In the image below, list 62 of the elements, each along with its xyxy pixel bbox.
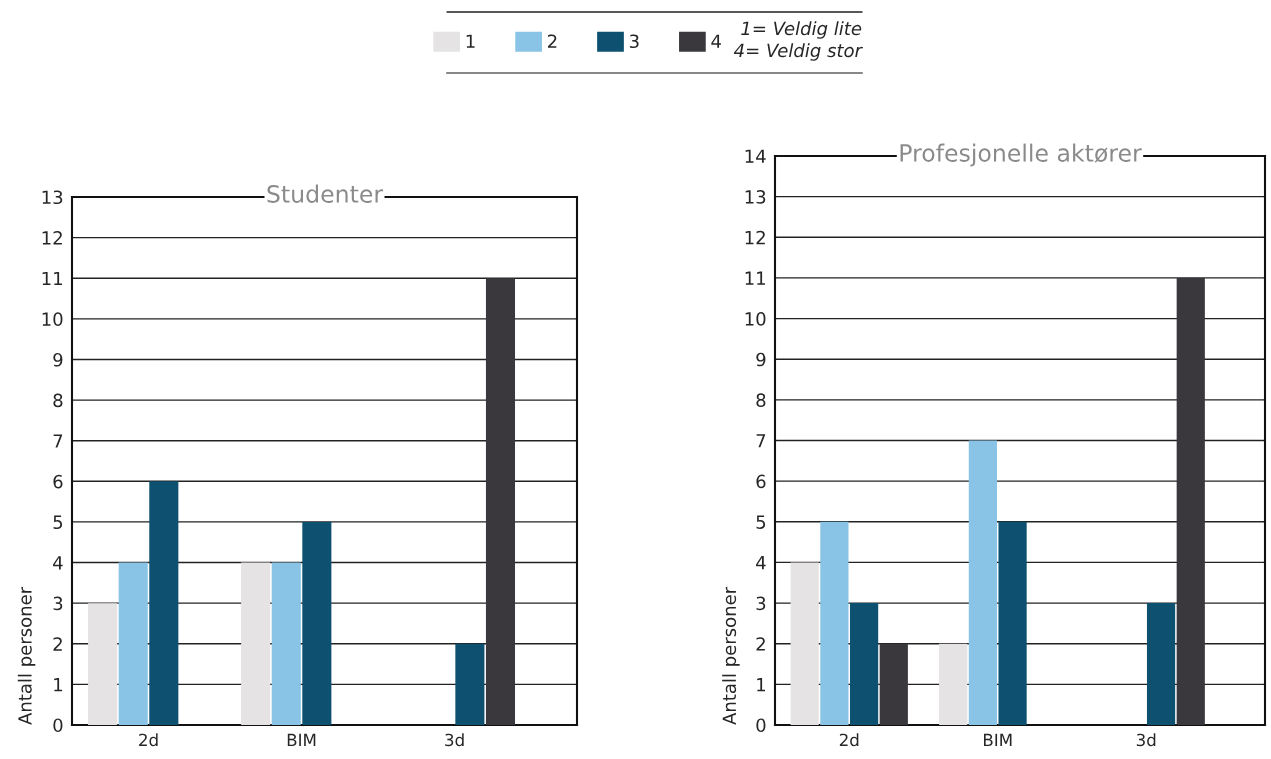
y-tick-label: 2 <box>53 637 62 651</box>
bar <box>1146 603 1176 725</box>
y-tick-label: 5 <box>756 515 766 529</box>
bar <box>88 603 118 725</box>
bar <box>879 643 908 725</box>
y-tick-label: 3 <box>756 596 766 611</box>
y-tick-label: 0 <box>756 718 766 733</box>
bar <box>790 562 819 725</box>
bar <box>271 562 301 725</box>
x-tick-label: 2d <box>139 733 158 747</box>
legend-label: 3 <box>629 34 639 49</box>
text: 4= Veldig stor <box>733 43 863 61</box>
x-tick-label: BIM <box>984 733 1012 746</box>
bar <box>1176 277 1205 725</box>
chart-title: Profesjonelle aktører <box>900 143 1142 167</box>
y-axis-title: Antall personer <box>17 586 36 725</box>
y-tick-label: 13 <box>42 190 63 205</box>
chart-title: Studenter <box>267 184 384 203</box>
x-tick-label: 3d <box>445 733 464 747</box>
bar <box>968 440 997 725</box>
y-tick-label: 3 <box>53 596 63 611</box>
bar <box>149 481 179 725</box>
bar <box>302 521 332 725</box>
bar <box>455 643 485 725</box>
bar <box>485 278 516 725</box>
y-tick-label: 11 <box>745 271 765 285</box>
y-tick-label: 1 <box>54 678 62 692</box>
text: 1= Veldig lite <box>741 21 862 39</box>
y-tick-label: 4 <box>53 556 63 570</box>
legend-label: 2 <box>547 34 557 48</box>
bar <box>849 603 879 725</box>
y-tick-label: 5 <box>53 515 63 530</box>
y-tick-label: 13 <box>745 190 766 204</box>
y-tick-label: 12 <box>745 230 765 245</box>
bar <box>241 562 271 725</box>
y-tick-label: 7 <box>756 434 766 448</box>
y-tick-label: 12 <box>42 231 62 245</box>
bar <box>939 643 968 725</box>
legend-label: 1 <box>466 34 475 48</box>
y-tick-label: 4 <box>756 556 766 570</box>
y-tick-label: 9 <box>756 352 766 367</box>
y-tick-label: 6 <box>53 474 63 489</box>
y-tick-label: 9 <box>53 352 63 367</box>
y-axis-title: Antall personer <box>722 586 740 725</box>
legend-label: 4 <box>711 34 721 48</box>
x-tick-label: 2d <box>839 733 859 747</box>
y-tick-label: 8 <box>53 393 63 408</box>
bar <box>820 521 849 725</box>
y-tick-label: 8 <box>756 393 766 407</box>
y-tick-label: 7 <box>53 434 63 448</box>
y-tick-label: 0 <box>53 718 63 733</box>
x-tick-label: 3d <box>1136 733 1156 747</box>
bar <box>118 562 148 725</box>
y-tick-label: 1 <box>757 678 765 692</box>
y-tick-label: 2 <box>756 637 765 651</box>
y-tick-label: 10 <box>42 312 63 326</box>
x-tick-label: BIM <box>287 733 316 746</box>
y-tick-label: 11 <box>42 271 62 286</box>
y-tick-label: 10 <box>745 312 766 326</box>
y-tick-label: 6 <box>756 474 766 489</box>
y-tick-label: 14 <box>745 149 766 163</box>
bar <box>998 521 1027 725</box>
